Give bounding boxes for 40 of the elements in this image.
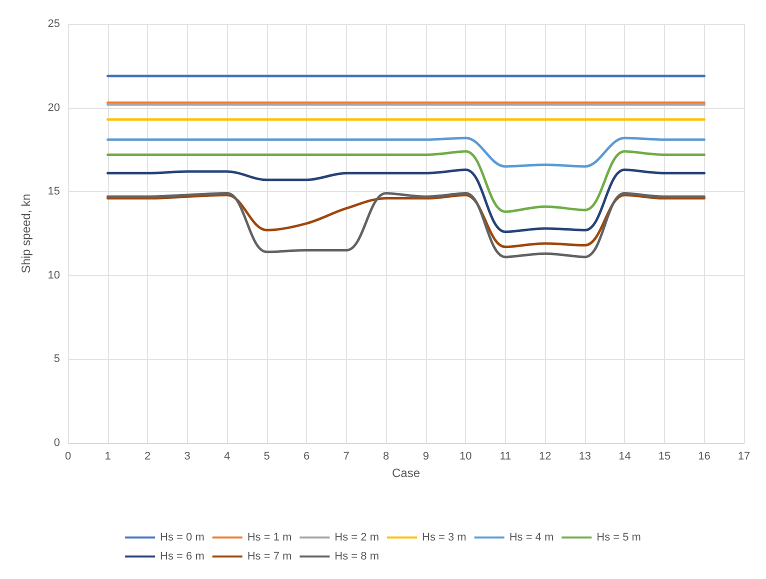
x-tick-label: 14 bbox=[618, 450, 631, 462]
legend-label: Hs = 2 m bbox=[334, 532, 380, 544]
x-tick-label: 0 bbox=[64, 450, 72, 462]
x-tick-label: 8 bbox=[383, 450, 390, 462]
x-tick-label: 4 bbox=[224, 450, 230, 462]
x-tick-label: 16 bbox=[698, 450, 710, 462]
line-series bbox=[106, 150, 706, 213]
x-tick-label: 3 bbox=[184, 450, 190, 462]
legend-label: Hs = 8 m bbox=[334, 550, 380, 562]
x-tick-label: 2 bbox=[144, 450, 151, 462]
legend-label: Hs = 4 m bbox=[509, 532, 554, 544]
x-tick-label: 15 bbox=[658, 450, 671, 462]
x-tick-label: 6 bbox=[304, 450, 310, 462]
legend-label: Hs = 5 m bbox=[596, 532, 641, 544]
x-axis-title: Case bbox=[392, 466, 420, 480]
legend-label: Hs = 7 m bbox=[247, 550, 292, 562]
legend-label: Hs = 6 m bbox=[160, 550, 204, 562]
x-tick-label: 7 bbox=[343, 450, 350, 462]
legend-label: Hs = 0 m bbox=[160, 532, 204, 544]
legend-label: Hs = 1 m bbox=[247, 532, 292, 544]
y-tick-label: 5 bbox=[54, 353, 60, 366]
x-tick-label: 17 bbox=[738, 450, 750, 462]
y-tick-label: 15 bbox=[48, 186, 60, 198]
x-tick-label: 13 bbox=[578, 450, 592, 462]
x-tick-label: 9 bbox=[422, 450, 429, 462]
y-tick-label: 20 bbox=[48, 102, 60, 114]
y-tick-label: 10 bbox=[48, 269, 60, 282]
line-series bbox=[106, 194, 706, 248]
x-tick-label: 12 bbox=[539, 450, 552, 462]
line-series bbox=[106, 168, 706, 234]
x-tick-label: 5 bbox=[264, 450, 270, 462]
x-tick-label: 11 bbox=[500, 450, 512, 462]
y-axis-title: Ship speed, kn bbox=[19, 194, 33, 274]
y-tick-label: 25 bbox=[48, 18, 60, 30]
line-series bbox=[106, 136, 706, 168]
y-tick-label: 0 bbox=[54, 437, 60, 449]
x-tick-label: 10 bbox=[460, 450, 472, 462]
x-tick-label: 1 bbox=[104, 450, 111, 462]
line-series bbox=[106, 192, 706, 258]
legend-label: Hs = 3 m bbox=[422, 532, 466, 544]
